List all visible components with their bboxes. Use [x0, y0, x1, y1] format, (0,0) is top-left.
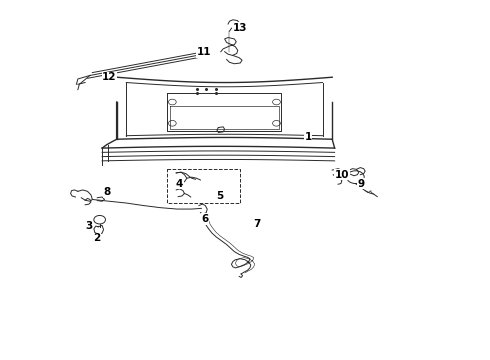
Text: 10: 10 [335, 170, 349, 180]
Text: 9: 9 [358, 179, 365, 189]
Text: 2: 2 [94, 234, 101, 243]
Text: 8: 8 [103, 188, 111, 197]
Text: 12: 12 [102, 72, 117, 82]
Text: 6: 6 [202, 214, 209, 224]
Text: 5: 5 [216, 191, 223, 201]
Text: 7: 7 [253, 219, 261, 229]
Text: 11: 11 [196, 48, 211, 57]
Text: 4: 4 [176, 179, 183, 189]
Text: 1: 1 [304, 132, 312, 143]
Text: 3: 3 [85, 221, 93, 231]
Text: 13: 13 [233, 23, 247, 33]
